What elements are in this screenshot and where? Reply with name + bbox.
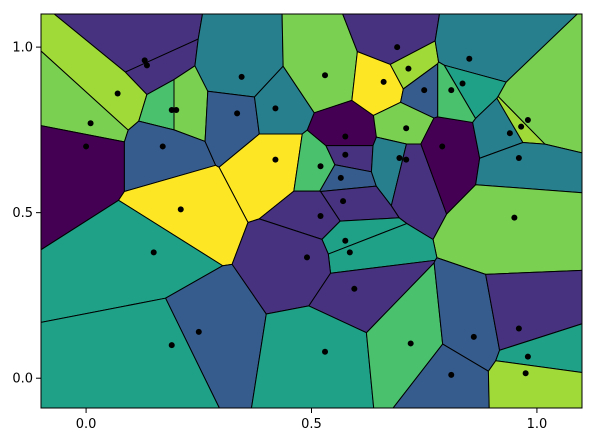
data-point (380, 78, 387, 85)
data-point (351, 285, 358, 292)
data-point (459, 80, 466, 87)
voronoi-cell (487, 360, 582, 408)
data-point (272, 156, 279, 163)
data-point (168, 107, 175, 114)
data-point (394, 44, 401, 51)
data-point (195, 328, 202, 335)
data-point (407, 340, 414, 347)
data-point (322, 72, 329, 79)
data-point (448, 87, 455, 94)
data-point (340, 198, 347, 205)
data-point (337, 174, 344, 181)
y-tick-label: 0.5 (12, 206, 33, 221)
data-point (322, 348, 329, 355)
y-tick-label: 1.0 (12, 41, 33, 56)
data-point (317, 163, 324, 170)
data-point (439, 143, 446, 150)
data-point (524, 116, 531, 123)
data-point (346, 249, 353, 256)
x-axis: 0.0 0.5 1.0 (76, 408, 548, 432)
x-tick-label: 0.0 (76, 417, 97, 432)
data-point (177, 206, 184, 213)
voronoi-cell (41, 297, 220, 408)
x-tick-label: 1.0 (527, 417, 548, 432)
data-point (506, 130, 513, 137)
data-point (342, 151, 349, 158)
data-point (159, 143, 166, 150)
data-point (83, 143, 90, 150)
data-point (272, 105, 279, 112)
data-point (396, 155, 403, 162)
data-point (342, 237, 349, 244)
data-point (143, 62, 150, 69)
data-point (524, 353, 531, 360)
data-point (141, 57, 148, 64)
data-point (470, 333, 477, 340)
data-point (522, 370, 529, 377)
y-axis: 0.0 0.5 1.0 (12, 41, 41, 387)
data-point (234, 110, 241, 117)
voronoi-cell (475, 142, 582, 194)
data-point (114, 90, 121, 97)
data-point (515, 325, 522, 332)
data-point (342, 133, 349, 140)
data-point (403, 156, 410, 163)
data-point (168, 342, 175, 349)
data-point (150, 249, 157, 256)
data-point (511, 214, 518, 221)
y-tick-label: 0.0 (12, 372, 33, 387)
data-point (87, 120, 94, 127)
data-point (303, 254, 310, 261)
data-point (405, 65, 412, 72)
x-tick-label: 0.5 (301, 417, 322, 432)
voronoi-points (83, 44, 531, 378)
data-point (421, 87, 428, 94)
voronoi-cells (41, 14, 582, 408)
data-point (515, 155, 522, 162)
data-point (238, 73, 245, 80)
data-point (518, 123, 525, 130)
data-point (466, 55, 473, 62)
data-point (317, 212, 324, 219)
data-point (173, 107, 180, 114)
data-point (448, 371, 455, 378)
data-point (403, 125, 410, 132)
